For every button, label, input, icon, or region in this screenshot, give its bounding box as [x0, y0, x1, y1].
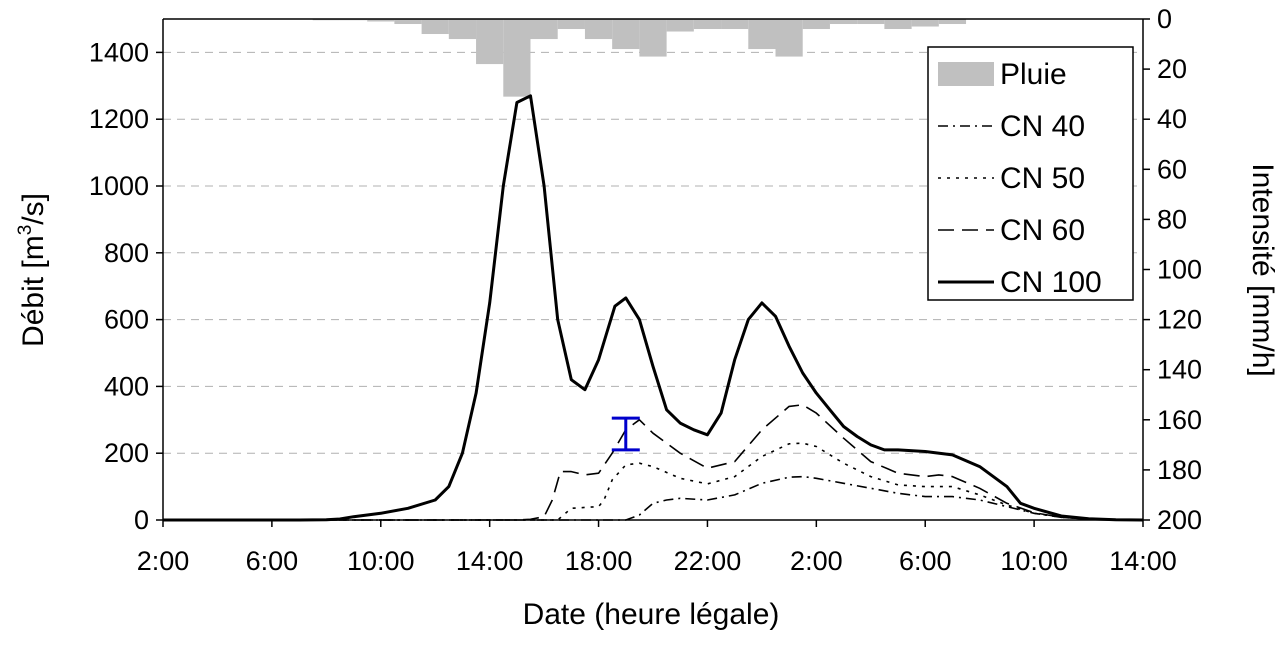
y-tick-label: 1200 — [89, 104, 149, 134]
series-lines — [163, 94, 1144, 522]
rain-bar — [721, 19, 749, 30]
rain-bar — [557, 19, 585, 30]
x-tick-label: 10:00 — [1000, 546, 1068, 576]
y-tick-label: 400 — [104, 371, 149, 401]
rain-bar — [938, 19, 967, 25]
rain-bar — [802, 19, 830, 30]
legend-swatch-rain — [938, 62, 994, 86]
series-line-cn-50 — [163, 442, 1144, 521]
x-tick-label: 2:00 — [790, 546, 843, 576]
y2-tick-label: 100 — [1157, 255, 1202, 285]
y2-tick-label: 40 — [1157, 104, 1187, 134]
rain-bar — [530, 19, 558, 40]
x-tick-label: 22:00 — [674, 546, 742, 576]
legend-label: CN 100 — [1000, 266, 1102, 299]
error-bar — [611, 416, 640, 452]
y-axis-title-superscript: 3 — [15, 225, 36, 236]
rain-bars — [312, 19, 967, 97]
x-tick-label: 2:00 — [137, 546, 190, 576]
rain-bar — [421, 19, 449, 35]
legend-label: CN 50 — [1000, 162, 1085, 195]
y-axis-title-unit: /s] — [17, 193, 50, 225]
rain-bar — [584, 19, 613, 40]
x-tick-label: 10:00 — [347, 546, 415, 576]
y-tick-label: 1400 — [89, 37, 149, 67]
rain-bar — [666, 19, 694, 32]
rain-bar — [503, 19, 531, 97]
y2-tick-label: 60 — [1157, 154, 1187, 184]
x-tick-label: 14:00 — [456, 546, 524, 576]
x-tick-label: 14:00 — [1109, 546, 1177, 576]
rain-bar — [448, 19, 477, 40]
rain-bar — [476, 19, 504, 65]
y-axis-title-main: Débit [m — [17, 235, 50, 347]
legend-label: CN 60 — [1000, 214, 1085, 247]
y2-axis-title: Intensité [mm/h] — [1246, 163, 1279, 376]
legend: Pluie CN 40 CN 50 CN 60 CN 100 — [927, 46, 1134, 301]
x-axis-title: Date (heure légale) — [523, 598, 780, 631]
series-line-cn-100 — [163, 94, 1144, 522]
y2-tick-label: 160 — [1157, 405, 1202, 435]
series-line-cn-60 — [163, 403, 1144, 521]
rain-bar — [775, 19, 803, 57]
y2-tick-label: 20 — [1157, 54, 1187, 84]
rain-bar — [884, 19, 912, 30]
rain-bar — [911, 19, 939, 27]
y-tick-label: 600 — [104, 305, 149, 335]
y2-tick-label: 180 — [1157, 455, 1202, 485]
y-tick-label: 800 — [104, 238, 149, 268]
rain-bar — [612, 19, 640, 50]
series-line-cn-40 — [163, 475, 1144, 521]
y2-tick-label: 0 — [1157, 4, 1172, 34]
x-tick-label: 6:00 — [246, 546, 299, 576]
legend-label: CN 40 — [1000, 110, 1085, 143]
tick-labels: 0 200 400 600 800 1000 1200 1400 0 20 40 60 80 100 120… — [89, 4, 1202, 576]
rain-bar — [367, 19, 395, 22]
x-tick-label: 6:00 — [899, 546, 952, 576]
rain-bar — [639, 19, 667, 57]
y-tick-label: 0 — [134, 505, 149, 535]
legend-label: Pluie — [1000, 58, 1067, 91]
x-tick-label: 18:00 — [565, 546, 633, 576]
rain-bar — [748, 19, 776, 50]
legend-box — [927, 46, 1134, 301]
y-tick-label: 200 — [104, 438, 149, 468]
rain-bar — [693, 19, 722, 30]
rain-bar — [857, 19, 885, 25]
y2-tick-label: 140 — [1157, 355, 1202, 385]
rain-bar — [829, 19, 858, 25]
y-axis-title: Débit [m3/s] — [15, 193, 50, 347]
y2-tick-label: 80 — [1157, 204, 1187, 234]
y2-tick-label: 120 — [1157, 305, 1202, 335]
rain-bar — [394, 19, 422, 25]
y2-tick-label: 200 — [1157, 505, 1202, 535]
y-tick-label: 1000 — [89, 171, 149, 201]
